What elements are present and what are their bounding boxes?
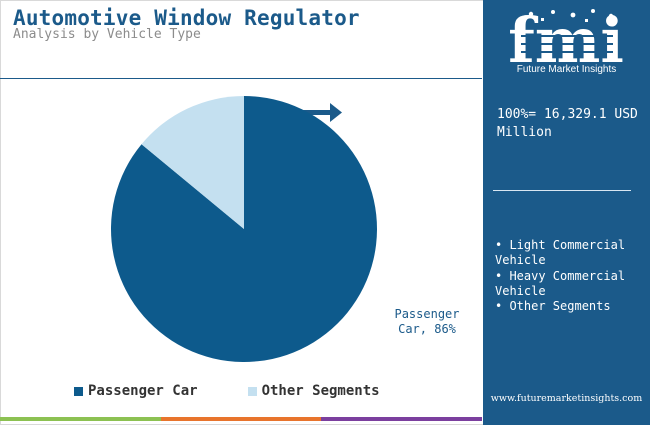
side-panel: fmi Future Market Insights 100%= 16,329.… [483, 0, 650, 425]
segment-item: • Other Segments [495, 299, 611, 314]
pie-chart-area [110, 96, 377, 362]
legend-label-other-segments: Other Segments [261, 383, 380, 399]
chart-title: Automotive Window Regulator [13, 6, 360, 30]
bottom-bar-purple [321, 417, 483, 421]
chart-legend: Passenger Car Other Segments [74, 383, 430, 399]
logo-caption: Future Market Insights [516, 64, 617, 75]
legend-swatch-other-segments [247, 386, 257, 396]
segment-item: • Heavy Commercial Vehicle [495, 268, 626, 298]
header-divider [0, 78, 482, 79]
pie-chart [110, 96, 377, 362]
bottom-bar-green [0, 417, 161, 421]
market-total: 100%= 16,329.1 USD Million [497, 107, 638, 140]
pie-slice-other-segments [141, 96, 244, 229]
slice-label-line1: Passenger [394, 307, 460, 321]
svg-text:fmi: fmi [508, 6, 624, 77]
segment-list: • Light Commercial Vehicle • Heavy Comme… [495, 238, 645, 314]
panel-divider [493, 190, 631, 191]
bottom-bar-orange [160, 417, 322, 421]
slice-label-passenger-car: Passenger Car, 86% [384, 307, 470, 337]
legend-item-passenger-car: Passenger Car [74, 383, 198, 399]
chart-subtitle: Analysis by Vehicle Type [13, 27, 201, 42]
arrow-right-icon [302, 103, 342, 122]
bottom-color-bar [0, 417, 483, 421]
website-link[interactable]: www.futuremarketinsights.com [490, 393, 643, 404]
legend-item-other-segments: Other Segments [247, 383, 380, 399]
slice-label-line2: Car, 86% [398, 322, 456, 336]
legend-swatch-passenger-car [74, 386, 83, 396]
pie-slice-passenger-car [110, 96, 377, 362]
segment-item: • Light Commercial Vehicle [495, 238, 626, 268]
legend-label-passenger-car: Passenger Car [88, 383, 198, 399]
fmi-logo: fmi [508, 6, 624, 77]
